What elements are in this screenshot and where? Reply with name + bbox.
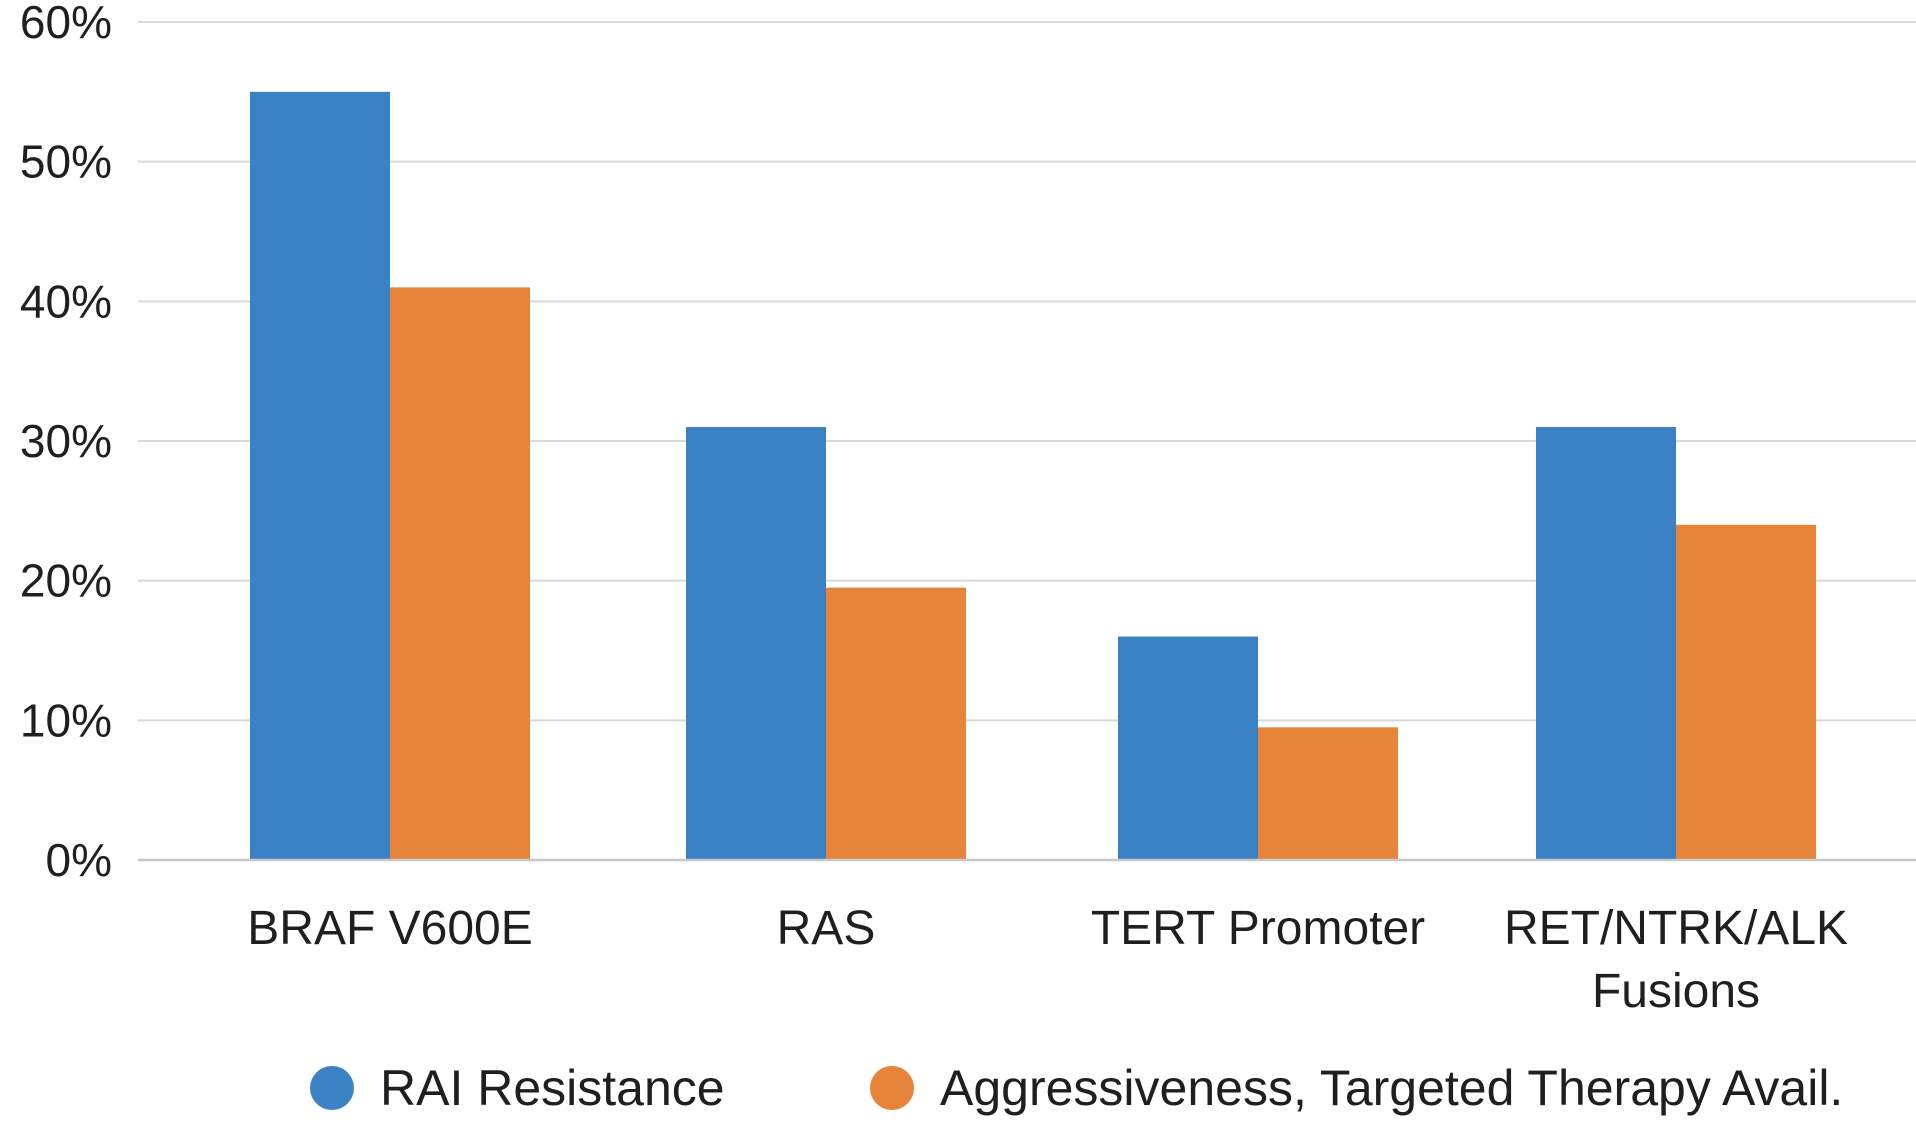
bar-aggressiveness-2 (1258, 727, 1398, 860)
bar-rai-resistance-2 (1118, 636, 1258, 860)
legend-label: RAI Resistance (380, 1060, 725, 1116)
y-tick-label: 40% (20, 275, 112, 327)
y-tick-label: 20% (20, 555, 112, 607)
x-axis-category-labels: BRAF V600E RAS TERT Promoter RET/NTRK/ALK Fu… (247, 902, 1848, 1018)
y-tick-label: 50% (20, 136, 112, 188)
legend-label: Aggressiveness, Targeted Therapy Avail. (940, 1060, 1843, 1116)
x-category-label: Fusions (1592, 965, 1760, 1018)
x-category-label: TERT Promoter (1091, 902, 1425, 955)
x-category-label: RAS (777, 902, 876, 955)
y-axis-tick-labels: 0% 10% 20% 30% 40% 50% 60% (20, 0, 112, 886)
x-category-label: RET/NTRK/ALK (1504, 902, 1848, 955)
bar-rai-resistance-0 (250, 91, 390, 861)
y-tick-label: 10% (20, 694, 112, 746)
legend-marker (310, 1066, 354, 1110)
bars (250, 91, 1816, 861)
bar-rai-resistance-3 (1536, 427, 1676, 860)
bar-rai-resistance-1 (686, 427, 826, 860)
legend: RAI Resistance Aggressiveness, Targeted T… (310, 1060, 1843, 1116)
legend-marker (870, 1066, 914, 1110)
bar-aggressiveness-3 (1676, 524, 1816, 860)
bar-aggressiveness-0 (390, 287, 530, 860)
x-category-label: BRAF V600E (247, 902, 532, 955)
bar-aggressiveness-1 (826, 587, 966, 860)
y-tick-label: 30% (20, 415, 112, 467)
y-tick-label: 0% (46, 834, 112, 886)
y-tick-label: 60% (20, 0, 112, 48)
